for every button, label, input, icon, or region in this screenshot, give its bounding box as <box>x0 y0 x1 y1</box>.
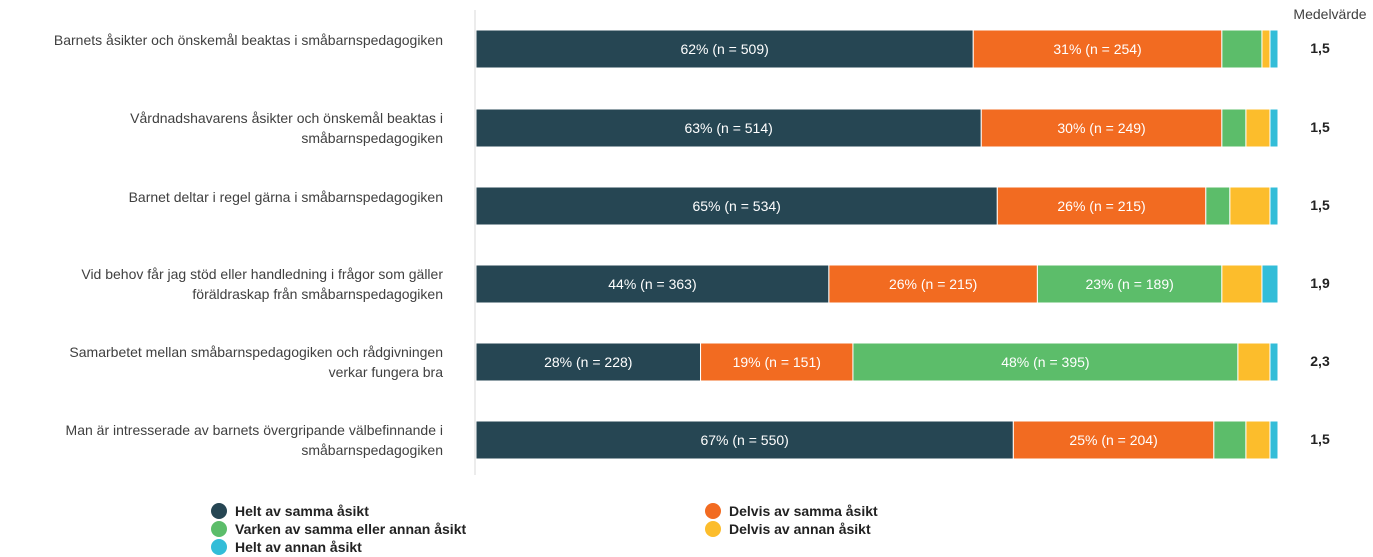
bar-segment-row1-series3 <box>1221 29 1263 69</box>
bar-segment-row1-series5 <box>1269 29 1279 69</box>
legend-item-1: Helt av samma åsikt <box>211 503 369 519</box>
bar-segment-row4-series3 <box>1036 264 1223 304</box>
legend-item-5: Helt av annan åsikt <box>211 539 362 555</box>
legend: Helt av samma åsikt Delvis av samma åsikt… <box>0 500 1373 557</box>
category-label-line: småbarnspedagogiken <box>301 442 443 458</box>
data-label-row4-series1: 44% (n = 363) <box>608 276 696 292</box>
legend-label: Delvis av annan åsikt <box>729 521 871 537</box>
data-label-row4-series2: 26% (n = 215) <box>889 276 977 292</box>
bar-segment-row1-series4 <box>1261 29 1271 69</box>
stacked-bar-chart: 62% (n = 509) 31% (n = 254) 63% (n = 514) 3… <box>474 10 1279 475</box>
category-label-line: Samarbetet mellan småbarnspedagogiken oc… <box>69 344 443 360</box>
legend-label: Delvis av samma åsikt <box>729 503 878 519</box>
mean-value-4: 1,9 <box>1310 275 1330 291</box>
category-label-5: Samarbetet mellan småbarnspedagogiken oc… <box>0 342 443 382</box>
data-label-row1-series2: 31% (n = 254) <box>1053 41 1141 57</box>
data-label-row3-series2: 26% (n = 215) <box>1057 198 1145 214</box>
category-label-line: Vårdnadshavarens åsikter och önskemål be… <box>130 110 443 126</box>
bar-segment-row2-series5 <box>1269 108 1279 148</box>
legend-swatch-icon <box>211 503 227 519</box>
mean-value-5: 2,3 <box>1310 353 1330 369</box>
data-label-row2-series1: 63% (n = 514) <box>684 120 772 136</box>
bar-segment-row4-series5 <box>1261 264 1279 304</box>
category-label-line: föräldraskap från småbarnspedagogiken <box>192 286 443 302</box>
legend-swatch-icon <box>705 521 721 537</box>
category-label-line: Barnets åsikter och önskemål beaktas i s… <box>53 32 443 48</box>
bar-segment-row3-series2 <box>996 186 1207 226</box>
data-label-row5-series1: 28% (n = 228) <box>544 354 632 370</box>
category-label-1: Barnets åsikter och önskemål beaktas i s… <box>0 30 443 50</box>
category-label-line: Man är intresserade av barnets övergripa… <box>65 422 443 438</box>
bar-segment-row3-series3 <box>1205 186 1231 226</box>
category-label-line: verkar fungera bra <box>328 364 443 380</box>
category-label-4: Vid behov får jag stöd eller handledning… <box>0 264 443 304</box>
legend-label: Varken av samma eller annan åsikt <box>235 521 467 537</box>
legend-swatch-icon <box>211 521 227 537</box>
data-label-row1-series1: 62% (n = 509) <box>680 41 768 57</box>
bar-segment-row5-series4 <box>1237 342 1271 382</box>
mean-value-1: 1,5 <box>1310 40 1330 56</box>
bar-segment-row6-series5 <box>1269 420 1279 460</box>
bar-segment-row5-series3 <box>852 342 1239 382</box>
bar-segment-row2-series3 <box>1221 108 1247 148</box>
category-label-line: Barnet deltar i regel gärna i småbarnspe… <box>128 189 443 205</box>
bar-segment-row5-series5 <box>1269 342 1279 382</box>
bar-segment-row4-series4 <box>1221 264 1263 304</box>
category-label-line: Vid behov får jag stöd eller handledning… <box>81 266 443 282</box>
bar-segment-row6-series1 <box>475 420 1014 460</box>
data-label-row4-series3: 23% (n = 189) <box>1085 276 1173 292</box>
legend-item-2: Delvis av samma åsikt <box>705 503 878 519</box>
legend-label: Helt av samma åsikt <box>235 503 369 519</box>
category-label-line: småbarnspedagogiken <box>301 130 443 146</box>
bar-segment-row3-series4 <box>1229 186 1271 226</box>
legend-label: Helt av annan åsikt <box>235 539 362 555</box>
bar-segment-row1-series2 <box>972 29 1223 69</box>
mean-column-header: Medelvärde <box>1293 6 1367 22</box>
bar-segment-row2-series4 <box>1245 108 1271 148</box>
legend-item-4: Delvis av annan åsikt <box>705 521 871 537</box>
bar-segment-row6-series3 <box>1213 420 1247 460</box>
data-label-row6-series2: 25% (n = 204) <box>1069 432 1157 448</box>
bar-segment-row6-series4 <box>1245 420 1271 460</box>
bar-segment-row3-series5 <box>1269 186 1279 226</box>
legend-item-3: Varken av samma eller annan åsikt <box>211 521 466 537</box>
data-label-row2-series2: 30% (n = 249) <box>1057 120 1145 136</box>
data-label-row5-series3: 48% (n = 395) <box>1001 354 1089 370</box>
bar-segment-row5-series2 <box>700 342 854 382</box>
category-label-3: Barnet deltar i regel gärna i småbarnspe… <box>0 187 443 207</box>
bar-segment-row2-series1 <box>475 108 982 148</box>
data-label-row3-series1: 65% (n = 534) <box>692 198 780 214</box>
mean-value-2: 1,5 <box>1310 119 1330 135</box>
bar-segment-row6-series2 <box>1012 420 1215 460</box>
data-label-row6-series1: 67% (n = 550) <box>700 432 788 448</box>
category-label-2: Vårdnadshavarens åsikter och önskemål be… <box>0 108 443 148</box>
category-label-6: Man är intresserade av barnets övergripa… <box>0 420 443 460</box>
legend-swatch-icon <box>211 539 227 555</box>
mean-value-3: 1,5 <box>1310 197 1330 213</box>
bar-segment-row5-series1 <box>475 342 702 382</box>
mean-value-6: 1,5 <box>1310 431 1330 447</box>
data-label-row5-series2: 19% (n = 151) <box>733 354 821 370</box>
legend-swatch-icon <box>705 503 721 519</box>
